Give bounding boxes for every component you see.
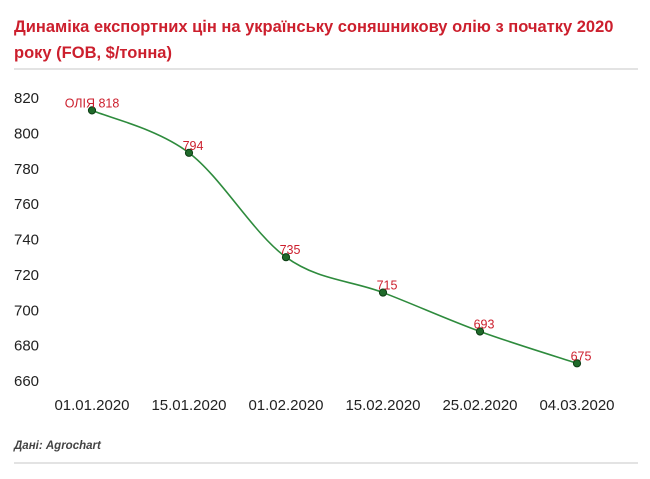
source-note: Дані: Agrochart [14, 440, 101, 452]
x-axis-ticks: 01.01.2020 15.01.2020 01.02.2020 15.02.2020… [54, 397, 614, 414]
data-point [281, 253, 291, 262]
y-tick-label: 820 [14, 90, 39, 107]
y-tick-label: 740 [14, 232, 39, 249]
y-tick-label: 800 [14, 125, 39, 142]
y-tick-label: 780 [14, 161, 39, 178]
y-tick-label: 680 [14, 338, 39, 355]
y-tick-label: 700 [14, 302, 39, 319]
data-label: 735 [280, 243, 301, 257]
data-point [87, 106, 97, 115]
top-divider [14, 68, 638, 70]
x-tick-label: 15.01.2020 [151, 397, 226, 414]
data-label: 675 [571, 349, 592, 363]
x-tick-label: 01.01.2020 [54, 397, 129, 414]
bottom-divider [14, 462, 638, 464]
data-label: 715 [377, 279, 398, 293]
data-labels: ОЛІЯ 818 794 735 715 693 675 [65, 96, 592, 363]
x-tick-label: 25.02.2020 [442, 397, 517, 414]
y-tick-label: 660 [14, 373, 39, 390]
data-label: 693 [474, 317, 495, 331]
x-tick-label: 04.03.2020 [539, 397, 614, 414]
y-axis-ticks: 660 680 700 720 740 760 780 800 820 [14, 90, 39, 390]
data-point [475, 327, 485, 336]
data-point [572, 359, 582, 368]
data-label: 794 [183, 139, 204, 153]
y-tick-label: 760 [14, 196, 39, 213]
chart-title: Динаміка експортних цін на українську со… [14, 18, 614, 62]
series-line-oliya [91, 109, 578, 365]
data-point [378, 288, 388, 297]
data-point [184, 148, 194, 157]
y-tick-label: 720 [14, 267, 39, 284]
data-label: ОЛІЯ 818 [65, 96, 120, 110]
x-tick-label: 01.02.2020 [248, 397, 323, 414]
x-tick-label: 15.02.2020 [345, 397, 420, 414]
series-points [87, 106, 582, 368]
